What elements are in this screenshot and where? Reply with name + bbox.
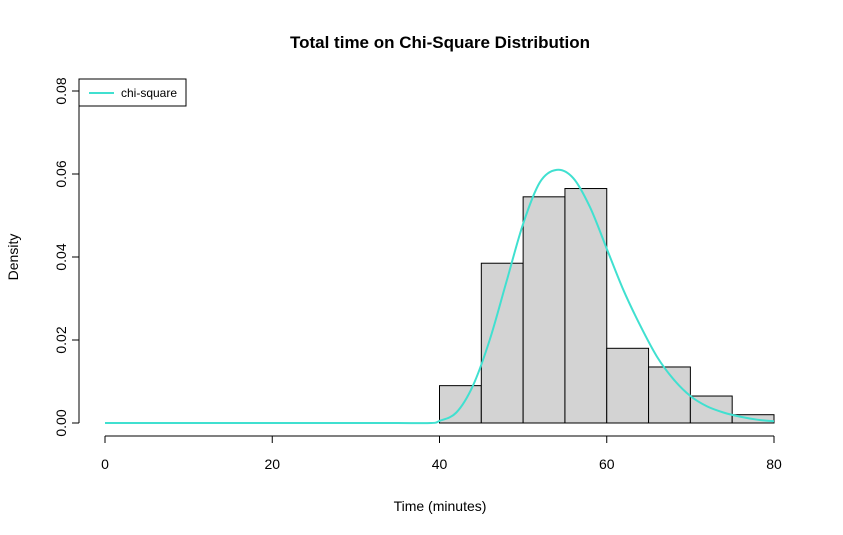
x-tick-label: 0 bbox=[101, 456, 109, 472]
y-tick-label: 0.02 bbox=[53, 326, 69, 353]
series-line-chi-square bbox=[105, 168, 775, 425]
x-tick-label: 60 bbox=[599, 456, 615, 472]
x-axis: 0 20 40 60 80 bbox=[101, 435, 782, 472]
histogram-bar bbox=[564, 188, 608, 424]
histogram-bar bbox=[648, 366, 691, 424]
y-tick-label: 0.08 bbox=[53, 77, 69, 104]
x-tick-label: 80 bbox=[766, 456, 782, 472]
histogram-bar bbox=[606, 347, 650, 424]
y-axis: 0.00 0.02 0.04 0.06 0.08 bbox=[53, 77, 80, 437]
y-tick-label: 0.06 bbox=[53, 160, 69, 187]
histogram-bar bbox=[439, 385, 482, 424]
histogram-bar bbox=[522, 196, 566, 424]
y-tick-label: 0.00 bbox=[53, 409, 69, 436]
y-axis-label: Density bbox=[5, 234, 21, 281]
chart-title: Total time on Chi-Square Distribution bbox=[290, 33, 590, 52]
x-tick-label: 20 bbox=[264, 456, 280, 472]
histogram-bars bbox=[439, 188, 775, 424]
x-tick-label: 40 bbox=[432, 456, 448, 472]
legend: chi-square bbox=[78, 78, 187, 107]
legend-label-chi-square: chi-square bbox=[121, 86, 177, 100]
histogram-bar bbox=[480, 262, 524, 424]
y-tick-label: 0.04 bbox=[53, 243, 69, 270]
x-axis-label: Time (minutes) bbox=[394, 498, 487, 514]
series-lines bbox=[105, 168, 775, 425]
